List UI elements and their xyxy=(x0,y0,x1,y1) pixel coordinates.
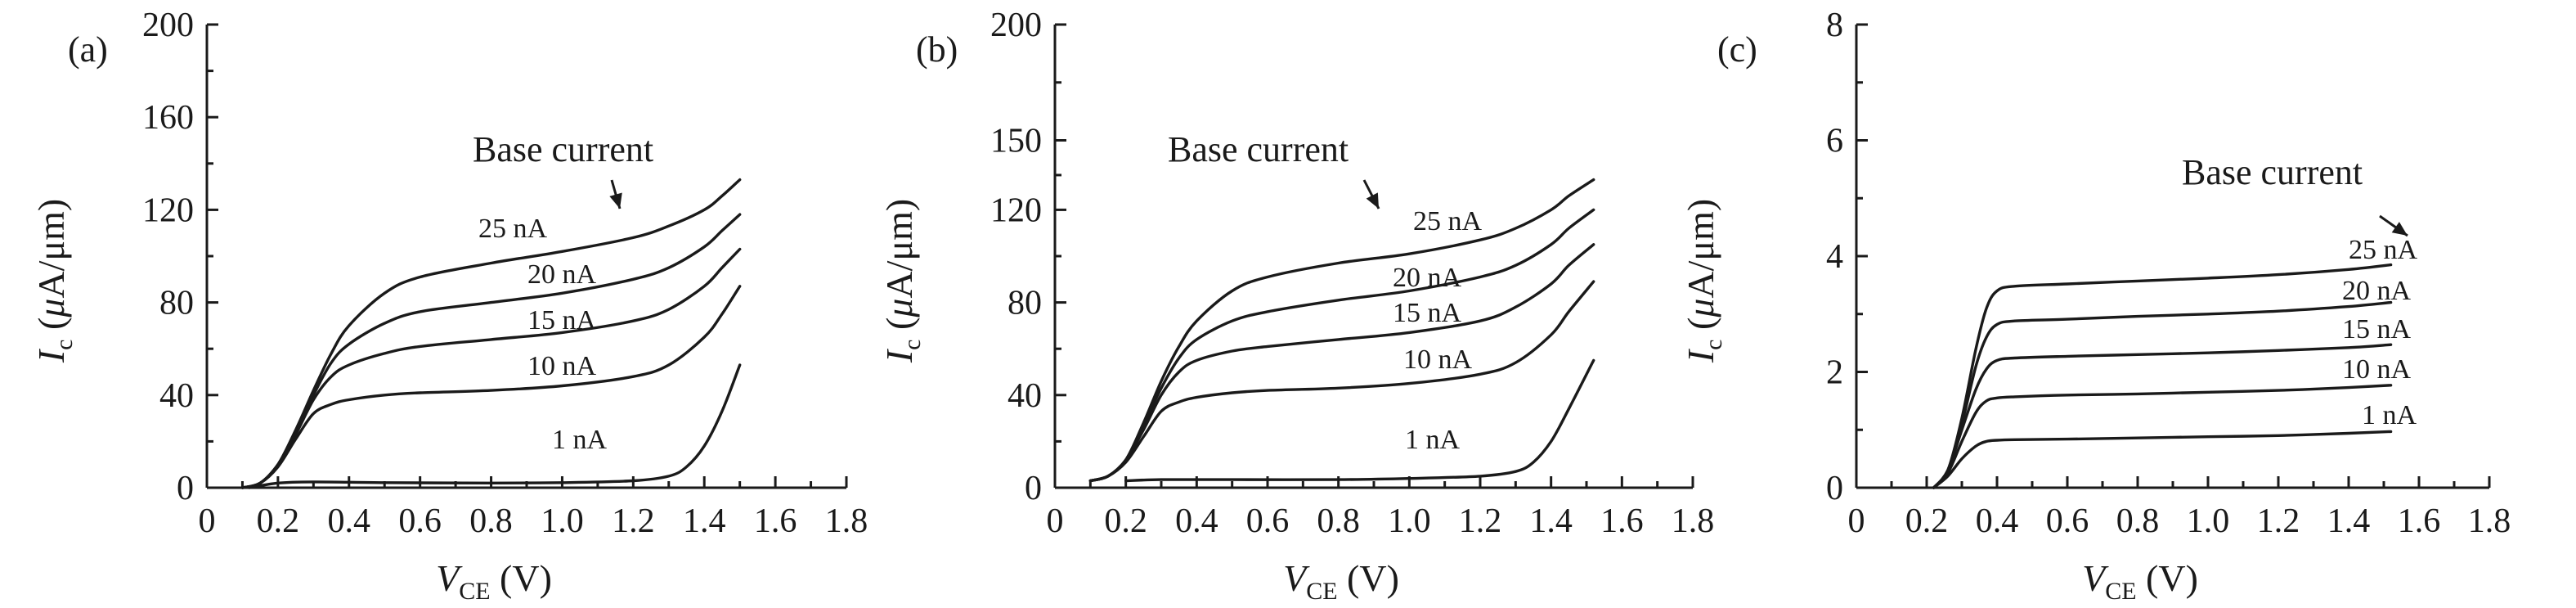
y-tick-label: 8 xyxy=(1826,7,1843,44)
y-tick-label: 120 xyxy=(990,191,1042,229)
series-label: 15 nA xyxy=(527,305,597,336)
x-tick-label: 1.8 xyxy=(1672,502,1715,540)
series-line-25-na xyxy=(1088,178,1595,483)
base-current-annotation: Base current xyxy=(473,129,653,169)
panel-label: (a) xyxy=(68,29,108,70)
series-line-10-na xyxy=(240,285,742,489)
series-label: 10 nA xyxy=(2342,354,2412,385)
series-line-1-na xyxy=(1124,358,1595,483)
x-tick-label: 1.4 xyxy=(683,502,726,540)
x-tick-label: 1.0 xyxy=(1388,502,1431,540)
x-tick-label: 1.2 xyxy=(2257,502,2300,540)
x-axis-title: VCE (V) xyxy=(436,557,552,605)
y-tick-label: 4 xyxy=(1826,238,1843,276)
series-line-20-na xyxy=(240,213,742,489)
x-tick-label: 0.4 xyxy=(328,502,371,540)
y-tick-label: 40 xyxy=(1008,377,1042,415)
x-axis-title: VCE (V) xyxy=(1283,557,1399,605)
x-tick-label: 1.8 xyxy=(825,502,868,540)
series-line-1-na xyxy=(1932,430,2393,489)
x-tick-label: 1.4 xyxy=(2327,502,2371,540)
series-label: 1 nA xyxy=(2362,400,2417,430)
y-tick-label: 80 xyxy=(159,285,194,322)
x-tick-label: 1.0 xyxy=(541,502,584,540)
series-line-10-na xyxy=(1088,280,1595,483)
panel-label: (c) xyxy=(1717,29,1757,70)
series-line-15-na xyxy=(1932,343,2393,489)
arrow-head-icon xyxy=(2391,222,2408,236)
y-tick-label: 150 xyxy=(990,123,1042,160)
y-tick-label: 0 xyxy=(1826,470,1843,507)
series-label: 25 nA xyxy=(2349,235,2418,265)
x-tick-label: 1.8 xyxy=(2468,502,2511,540)
x-tick-label: 1.4 xyxy=(1529,502,1573,540)
x-tick-label: 0.8 xyxy=(2116,502,2160,540)
series-line-15-na xyxy=(240,247,742,489)
series-line-20-na xyxy=(1088,208,1595,483)
series-label: 10 nA xyxy=(1403,345,1473,375)
series-label: 1 nA xyxy=(1405,425,1461,455)
y-axis-title: Ic (μA/μm) xyxy=(878,199,926,363)
x-tick-label: 0.8 xyxy=(469,502,513,540)
series-line-1-na xyxy=(248,363,742,489)
x-tick-label: 0.4 xyxy=(1175,502,1218,540)
series-line-15-na xyxy=(1088,243,1595,483)
x-tick-label: 0.2 xyxy=(1905,502,1949,540)
y-tick-label: 40 xyxy=(159,377,194,415)
x-tick-label: 0.2 xyxy=(1104,502,1147,540)
y-tick-label: 0 xyxy=(177,470,194,507)
panel-label: (b) xyxy=(916,29,958,70)
x-tick-label: 0.2 xyxy=(257,502,300,540)
x-tick-label: 1.6 xyxy=(2398,502,2441,540)
series-label: 20 nA xyxy=(2342,276,2412,306)
x-axis-title: VCE (V) xyxy=(2082,557,2198,605)
x-tick-label: 1.2 xyxy=(1459,502,1502,540)
x-tick-label: 0.6 xyxy=(398,502,442,540)
y-tick-label: 0 xyxy=(1025,470,1042,507)
y-tick-label: 2 xyxy=(1826,354,1843,392)
arrow-head-icon xyxy=(1366,192,1379,209)
y-tick-label: 160 xyxy=(142,99,194,137)
y-tick-label: 200 xyxy=(142,7,194,44)
x-tick-label: 1.0 xyxy=(2187,502,2230,540)
x-tick-label: 0.6 xyxy=(2046,502,2089,540)
base-current-annotation: Base current xyxy=(2182,152,2363,192)
y-tick-label: 120 xyxy=(142,191,194,229)
chart-panel-2: 0 0.2 0.4 0.6 0.8 1.0 1.2 1.4 1.6 1.8 0 40 80 120 150 2… xyxy=(878,7,1714,605)
series-label: 20 nA xyxy=(1393,263,1462,293)
series-label: 15 nA xyxy=(1393,298,1462,328)
series-label: 25 nA xyxy=(478,214,548,244)
x-tick-label: 1.6 xyxy=(1600,502,1644,540)
series-label: 15 nA xyxy=(2342,314,2412,345)
series-line-20-na xyxy=(1932,300,2393,489)
x-tick-label: 1.6 xyxy=(754,502,797,540)
series-label: 20 nA xyxy=(527,259,597,290)
y-axis-title: Ic (μA/μm) xyxy=(30,199,78,363)
arrow-head-icon xyxy=(609,192,622,209)
x-tick-label: 0 xyxy=(1047,502,1064,540)
y-tick-label: 80 xyxy=(1008,285,1042,322)
x-tick-label: 0.6 xyxy=(1246,502,1290,540)
y-tick-label: 6 xyxy=(1826,123,1843,160)
series-label: 1 nA xyxy=(552,425,608,455)
x-tick-label: 0.8 xyxy=(1317,502,1360,540)
series-label: 10 nA xyxy=(527,351,597,381)
x-tick-label: 0 xyxy=(1848,502,1865,540)
series-label: 25 nA xyxy=(1413,206,1483,236)
chart-panel-3: 0 0.2 0.4 0.6 0.8 1.0 1.2 1.4 1.6 1.8 0 2 4 6 8 (c) VCE … xyxy=(1680,7,2511,605)
y-axis-title: Ic (μA/μm) xyxy=(1680,199,1727,363)
y-tick-label: 200 xyxy=(990,7,1042,44)
series-line-10-na xyxy=(1932,384,2393,489)
series-line-25-na xyxy=(1932,263,2393,489)
x-tick-label: 1.2 xyxy=(612,502,655,540)
chart-panel-1: 0 0.2 0.4 0.6 0.8 1.0 1.2 1.4 1.6 1.8 0 40 80 120 160 2… xyxy=(30,7,868,605)
x-tick-label: 0.4 xyxy=(1976,502,2019,540)
base-current-annotation: Base current xyxy=(1168,129,1349,169)
x-tick-label: 0 xyxy=(199,502,216,540)
